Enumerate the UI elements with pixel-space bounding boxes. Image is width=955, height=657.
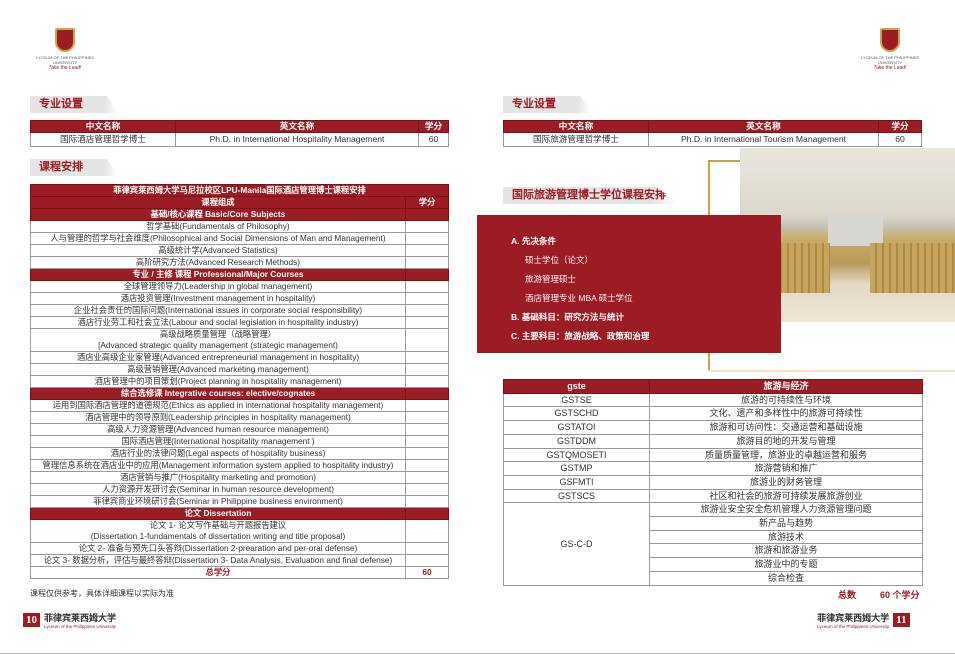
table-row: 酒店管理中的领导原则(Leadership principles in hosp… (30, 411, 450, 424)
table-row: 论文 3- 数据分析，评估与最终答辩(Dissertation 3- Data … (30, 554, 450, 567)
table-row: 高级统计学(Advanced Statistics) (30, 244, 450, 257)
table-row: 高级战略质量管理（战略管理） [Advanced strategic quali… (30, 328, 450, 352)
divider (708, 370, 955, 372)
table-row: 管理信息系统在酒店业中的应用(Management information sy… (30, 459, 450, 472)
course-table: gste 旅游与经济 GSTSE 旅游的可持续性与环境 GSTSCHD 文化、遗产和多样性… (503, 379, 923, 586)
program-table: 中文名称 英文名称 学分 国际酒店管理哲学博士 Ph.D. in Internatio… (30, 120, 449, 147)
table-row: 专业 / 主修 课程 Professional/Major Courses (30, 268, 450, 281)
bottom-rule (0, 653, 955, 654)
table-row: 酒店业高级企业家管理(Advanced entrepreneurial mana… (30, 351, 450, 364)
table-row: 菲律宾商业环境研讨会(Seminar in Philippine busines… (30, 495, 450, 508)
table-row: 酒店营销与推广(Hospitality marketing and promot… (30, 471, 450, 484)
table-row: 企业社会责任的国际问题(International issues in corp… (30, 304, 450, 317)
table-row: 论文 Dissertation (30, 507, 450, 520)
requirements-box: A. 先决条件 硕士学位（论文） 旅游管理硕士 酒店管理专业 MBA 硕士学位 … (477, 215, 781, 353)
university-logo: LYCEUM OF THE PHILIPPINES UNIVERSITY Take… (25, 28, 105, 71)
table-row: 综合选修课 Integrative courses: elective/cogn… (30, 387, 450, 400)
table-row: 课程组成 学分 (30, 196, 450, 209)
table-row: 论文 2- 准备与预先口头答辩(Dissertation 2-prearatio… (30, 542, 450, 555)
table-row: 总学分 60 (30, 566, 450, 579)
table-row: GSFMTI 旅游业的财务管理 (503, 474, 923, 490)
footer-right: 菲律宾莱西姆大学 Lyceum of the Philippines Univer… (817, 611, 910, 629)
total-value: 60 个学分 (880, 590, 920, 600)
university-logo: LYCEUM OF THE PHILIPPINES UNIVERSITY Take… (850, 28, 930, 71)
table-row: GSTATOI 旅游和可访问性：交通运营和基础设施 (503, 420, 923, 435)
table-row: GSTSCHD 文化、遗产和多样性中的旅游可持续性 (503, 406, 923, 422)
table-row: 论文 1- 论文写作基础与开题报告建议 (Dissertation 1-fund… (30, 519, 450, 543)
note: 课程仅供参考，具体详细课程以实际为准 (30, 589, 174, 598)
total-label: 总数 (838, 590, 857, 600)
table-row: 国际酒店管理(International hospitality managem… (30, 435, 450, 448)
table-row: 高级营销管理(Advanced marketing management) (30, 363, 450, 376)
table-row: 酒店行业的法律问题(Legal aspects of hospitality b… (30, 447, 450, 460)
table-row: 菲律宾莱西姆大学马尼拉校区LPU-Manila国际酒店管理博士课程安排 (29, 184, 450, 197)
footer-left: 10 菲律宾莱西姆大学 Lyceum of the Philippines Univ… (23, 611, 116, 629)
table-row: 运用到国际酒店管理的道德规范(Ethics as applied in inte… (30, 399, 450, 412)
table-row: 酒店行业劳工和社会立法(Labour and social legislatio… (30, 316, 450, 329)
table-row: GSTQMOSETI 质量质量管理，旅游业的卓越运营和服务 (503, 447, 923, 463)
section-title: 专业设置 (30, 96, 118, 113)
table-row: 全球管理领导力(Leadership in global management) (30, 280, 450, 293)
table-row: GSTSCS 社区和社会的旅游可持续发展旅游创业 (503, 488, 923, 504)
program-table: 中文名称 英文名称 学分 国际旅游管理哲学博士 Ph.D. in Internatio… (503, 120, 922, 147)
table-row: GS-C-D 旅游业安全安全危机管理人力资源管理问题 (503, 502, 923, 586)
table-row: 酒店管理中的项目策划(Project planning in hospitali… (30, 375, 450, 388)
table-row: GSTDDM 旅游目的地的开发与管理 (503, 433, 923, 449)
table-row: gste 旅游与经济 (503, 379, 923, 394)
table-row: 哲学基础(Fundamentals of Philosophy) (30, 220, 450, 233)
table-row: 基础/核心课程 Basic/Core Subjects (30, 208, 450, 221)
section-title: 课程安排 (30, 159, 118, 176)
section-title: 专业设置 (503, 96, 591, 113)
table-row: 高阶研究方法(Advanced Research Methods) (30, 256, 450, 269)
table-row: 综合检查 (504, 570, 923, 586)
section-title: 国际旅游管理博士学位课程安排 (503, 187, 678, 204)
curriculum-table: 菲律宾莱西姆大学马尼拉校区LPU-Manila国际酒店管理博士课程安排 课程组成学… (29, 184, 450, 579)
table-row: GSTSE 旅游的可持续性与环境 (503, 392, 923, 408)
table-row: 高级人力资源管理(Advanced human resource managem… (30, 423, 450, 436)
table-row: 酒店投资管理(Investment management in hospital… (30, 292, 450, 305)
table-row: 人与管理的哲学与社会维度(Philosophical and Social Di… (30, 232, 450, 245)
table-row: 人力资源开发研讨会(Seminar in human resource deve… (30, 483, 450, 496)
table-row: GSTMP 旅游营销和推广 (503, 461, 923, 476)
